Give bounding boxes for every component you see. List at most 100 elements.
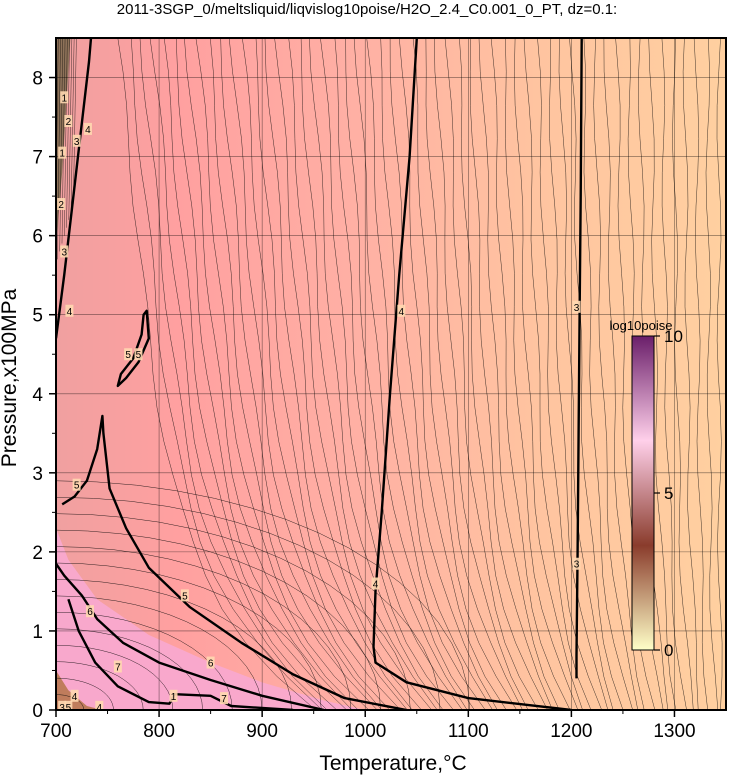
contour-line-4 [56, 38, 93, 339]
thin-contour [56, 579, 292, 710]
contour-label-bg [65, 304, 74, 317]
thin-contour [648, 38, 677, 710]
thin-contour [523, 38, 592, 710]
y-tick-label: 5 [32, 306, 43, 327]
contour-label: 5 [66, 703, 72, 714]
contour-line-4 [372, 38, 572, 710]
x-tick-label: 900 [246, 721, 278, 742]
contour-label: 5 [182, 591, 188, 602]
thin-contour [56, 562, 322, 710]
contour-label-bg [134, 348, 143, 361]
colorbar-tick-label: 0 [664, 641, 673, 660]
grid-lines [56, 38, 726, 710]
thin-contour [478, 38, 560, 710]
y-tick-label: 8 [32, 69, 43, 90]
thin-contour [490, 38, 571, 710]
x-tick-label: 1300 [653, 721, 695, 742]
thin-contour [70, 38, 75, 212]
thin-contour [682, 38, 699, 710]
contour-label-bg [86, 605, 95, 618]
contour-label: 2 [66, 117, 72, 128]
contour-label: 3 [574, 560, 580, 571]
contour-label: 3 [574, 303, 580, 314]
high-viscosity-region [56, 528, 366, 710]
y-tick-label: 4 [32, 385, 43, 406]
thin-contour [412, 38, 517, 710]
contour-label: 4 [97, 703, 103, 714]
thin-contour [593, 38, 639, 710]
y-tick-label: 2 [32, 543, 43, 564]
contour-label-bg [57, 198, 66, 211]
contour-label-bg [206, 656, 215, 669]
contour-label-bg [72, 134, 81, 147]
contour-label-bg [113, 660, 122, 673]
contour-label-bg [572, 557, 581, 570]
thin-contour [56, 677, 114, 710]
contour-label-bg [60, 245, 69, 258]
thin-contour [184, 38, 359, 710]
contour-label-bg [180, 589, 189, 602]
thin-contour [130, 38, 323, 710]
contour-label: 3 [74, 137, 80, 148]
y-tick-label: 6 [32, 227, 43, 248]
thin-contour [537, 38, 602, 710]
plot-frame [55, 37, 727, 711]
thin-contour [558, 38, 614, 710]
thin-contour [661, 38, 687, 710]
thin-contour [334, 38, 463, 710]
contour-label-bg [64, 115, 73, 128]
contour-label: 1 [171, 692, 177, 703]
thin-contour [459, 38, 548, 710]
thin-contour [195, 38, 369, 710]
contour-label-bg [70, 689, 79, 702]
colorbar-tick-label: 5 [664, 484, 673, 503]
thin-contour [139, 38, 328, 710]
x-tick-label: 1200 [550, 721, 592, 742]
contour-label-bg [220, 692, 229, 705]
thin-contour [389, 38, 498, 710]
x-axis-label: Temperature,°C [319, 752, 466, 775]
y-tick-label: 3 [32, 464, 43, 485]
contour-label-bg [72, 478, 81, 491]
contour-label: 2 [58, 200, 64, 211]
contour-label-bg [124, 348, 133, 361]
contour-label: 7 [115, 663, 121, 674]
contour-line-6 [56, 563, 325, 710]
thin-contour [505, 38, 579, 710]
thin-contour [56, 497, 441, 710]
thin-contour [56, 513, 411, 710]
x-tick-label: 700 [40, 721, 72, 742]
thin-contour [353, 38, 475, 710]
thin-contour [444, 38, 539, 710]
colorbar-ticks: 0 5 10 [654, 327, 683, 660]
contour-label: 4 [373, 580, 379, 591]
contour-label: 7 [221, 694, 227, 705]
x-axis: 700 800 900 1000 1100 1200 1300 [40, 710, 696, 742]
thin-contour [175, 38, 353, 710]
thin-contour [274, 38, 422, 710]
bold-contours [56, 38, 583, 710]
thin-contour [693, 38, 708, 710]
colorbar-tick-label: 10 [664, 327, 683, 346]
colorbar: log10poise 0 5 10 [610, 318, 683, 660]
contour-label-bg [60, 91, 69, 104]
thin-contour [434, 38, 529, 710]
chart-title: 2011-3SGP_0/meltsliquid/liqvislog10poise… [117, 1, 617, 18]
contour-label: 4 [67, 307, 73, 318]
contour-label-bg [397, 304, 406, 317]
contour-label: 4 [85, 125, 91, 136]
y-tick-label: 7 [32, 148, 43, 169]
colorbar-title: log10poise [610, 318, 673, 333]
contour-line-3 [575, 38, 583, 679]
thin-contour [56, 546, 352, 710]
thin-contour [345, 38, 468, 710]
thin-contour [288, 38, 432, 710]
thin-contour [56, 595, 263, 710]
contour-label: 6 [87, 607, 93, 618]
thin-contour [569, 38, 624, 710]
contour-label: 5 [74, 481, 80, 492]
corner-region [56, 670, 103, 710]
thin-contour [380, 38, 493, 710]
